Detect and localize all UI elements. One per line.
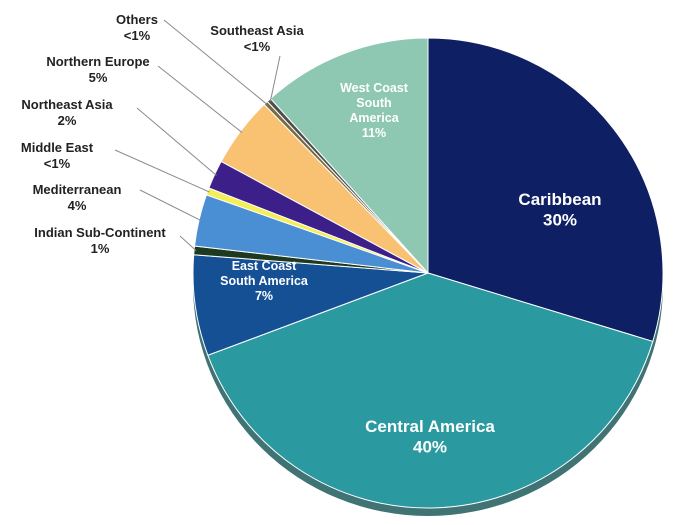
slice-value-others: <1% xyxy=(124,28,151,43)
slice-label-indian-sub-continent: Indian Sub-Continent 1% xyxy=(34,225,166,256)
slice-label-northern-europe: Northern Europe 5% xyxy=(46,54,149,85)
pie-slice-caribbean xyxy=(427,37,664,343)
slice-value-west-coast-south-america: 11% xyxy=(362,126,386,140)
slice-value-northern-europe: 5% xyxy=(89,70,108,85)
slice-value-east-coast-south-america: 7% xyxy=(255,289,273,303)
slice-label-caribbean: Caribbean 30% xyxy=(518,190,601,229)
slice-value-southeast-asia: <1% xyxy=(244,39,271,54)
slice-value-indian-sub-continent: 1% xyxy=(91,241,110,256)
slice-label-middle-east: Middle East <1% xyxy=(21,140,94,171)
leader-line-indian-sub-continent xyxy=(179,235,197,251)
pie-slice-west-coast-south-america xyxy=(269,37,429,275)
leader-line-middle-east xyxy=(114,149,210,193)
slice-label-southeast-asia: Southeast Asia <1% xyxy=(210,23,304,54)
slice-label-east-coast-south-america: East Coast South America 7% xyxy=(220,259,309,303)
slice-value-caribbean: 30% xyxy=(543,210,577,229)
slice-label-mediterranean: Mediterranean 4% xyxy=(33,182,122,213)
slice-value-middle-east: <1% xyxy=(44,156,71,171)
slice-label-northeast-asia: Northeast Asia 2% xyxy=(21,97,113,128)
leader-line-southeast-asia xyxy=(269,55,281,102)
pie-slice-east-coast-south-america xyxy=(192,254,429,356)
leader-line-mediterranean xyxy=(139,189,202,221)
leader-line-northern-europe xyxy=(157,65,243,133)
slice-value-northeast-asia: 2% xyxy=(58,113,77,128)
slice-value-mediterranean: 4% xyxy=(68,198,87,213)
slice-label-others: Others <1% xyxy=(116,12,158,43)
leader-line-northeast-asia xyxy=(136,107,217,176)
leader-line-others xyxy=(163,19,268,105)
slice-label-west-coast-south-america: West Coast South America 11% xyxy=(340,81,409,140)
pie-slice-central-america xyxy=(207,272,654,509)
slice-label-central-america: Central America 40% xyxy=(365,417,495,456)
slice-value-central-america: 40% xyxy=(413,437,447,456)
